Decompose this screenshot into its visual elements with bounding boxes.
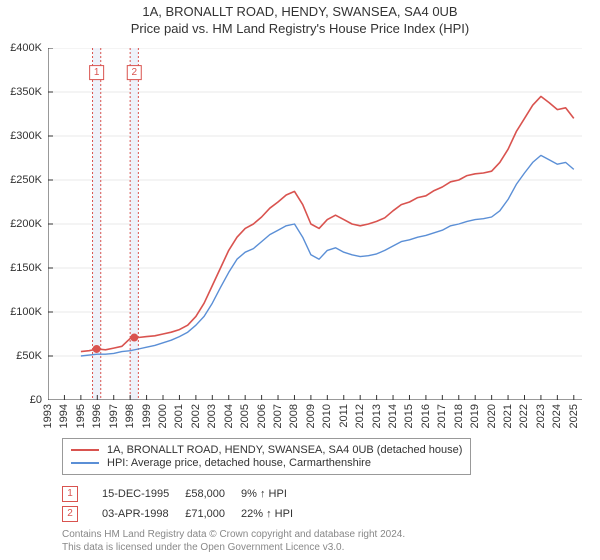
x-tick-label: 2007 [272, 404, 284, 428]
y-tick-label: £400K [10, 42, 42, 54]
y-tick-label: £300K [10, 130, 42, 142]
x-tick-label: 2017 [436, 404, 448, 428]
sale-price: £71,000 [185, 504, 241, 524]
x-tick-label: 2012 [354, 404, 366, 428]
x-tick-label: 2015 [403, 404, 415, 428]
y-tick-label: £200K [10, 218, 42, 230]
legend-swatch [71, 462, 99, 464]
x-tick-label: 2025 [568, 404, 580, 428]
x-tick-label: 2019 [469, 404, 481, 428]
x-tick-label: 1994 [58, 404, 70, 428]
sale-date: 03-APR-1998 [102, 504, 185, 524]
titles: 1A, BRONALLT ROAD, HENDY, SWANSEA, SA4 0… [0, 0, 600, 36]
legend: 1A, BRONALLT ROAD, HENDY, SWANSEA, SA4 0… [62, 438, 471, 475]
svg-text:1: 1 [94, 67, 100, 78]
x-tick-label: 2006 [256, 404, 268, 428]
legend-swatch [71, 449, 99, 451]
x-tick-label: 2010 [321, 404, 333, 428]
table-row: 1 15-DEC-1995£58,0009% ↑ HPI [62, 484, 309, 504]
x-tick-label: 2013 [371, 404, 383, 428]
legend-label: HPI: Average price, detached house, Carm… [107, 457, 371, 469]
x-tick-label: 1998 [124, 404, 136, 428]
x-tick-label: 2008 [288, 404, 300, 428]
y-tick-label: £50K [16, 350, 42, 362]
title-address: 1A, BRONALLT ROAD, HENDY, SWANSEA, SA4 0… [0, 4, 600, 19]
x-tick-label: 2011 [338, 404, 350, 428]
x-tick-label: 2004 [223, 404, 235, 428]
x-tick-label: 2014 [387, 404, 399, 428]
sales-tbody: 1 15-DEC-1995£58,0009% ↑ HPI 2 03-APR-1998£… [62, 484, 309, 524]
y-axis-labels: £0£50K£100K£150K£200K£250K£300K£350K£400… [0, 48, 46, 400]
sale-price: £58,000 [185, 484, 241, 504]
x-tick-label: 2003 [206, 404, 218, 428]
x-tick-label: 2016 [420, 404, 432, 428]
chart-area: 12 [48, 48, 582, 400]
x-tick-label: 2002 [190, 404, 202, 428]
y-tick-label: £100K [10, 306, 42, 318]
chart-svg: 12 [48, 48, 582, 400]
footer-line-1: Contains HM Land Registry data © Crown c… [62, 528, 405, 541]
x-tick-label: 1996 [91, 404, 103, 428]
x-tick-label: 1999 [141, 404, 153, 428]
table-row: 2 03-APR-1998£71,00022% ↑ HPI [62, 504, 309, 524]
y-tick-label: £350K [10, 86, 42, 98]
x-tick-label: 2005 [239, 404, 251, 428]
x-tick-label: 2020 [486, 404, 498, 428]
sale-pct: 22% ↑ HPI [241, 504, 309, 524]
title-subtitle: Price paid vs. HM Land Registry's House … [0, 21, 600, 36]
x-tick-label: 2021 [502, 404, 514, 428]
x-tick-label: 2022 [518, 404, 530, 428]
chart-container: 1A, BRONALLT ROAD, HENDY, SWANSEA, SA4 0… [0, 0, 600, 560]
x-tick-label: 2001 [173, 404, 185, 428]
legend-item: 1A, BRONALLT ROAD, HENDY, SWANSEA, SA4 0… [71, 444, 462, 456]
y-tick-label: £250K [10, 174, 42, 186]
sale-marker-icon: 2 [62, 506, 78, 522]
x-tick-label: 2018 [453, 404, 465, 428]
legend-label: 1A, BRONALLT ROAD, HENDY, SWANSEA, SA4 0… [107, 444, 462, 456]
x-tick-label: 2000 [157, 404, 169, 428]
legend-item: HPI: Average price, detached house, Carm… [71, 457, 462, 469]
x-tick-label: 1993 [42, 404, 54, 428]
x-tick-label: 2023 [535, 404, 547, 428]
sale-date: 15-DEC-1995 [102, 484, 185, 504]
sales-table: 1 15-DEC-1995£58,0009% ↑ HPI 2 03-APR-1998£… [62, 484, 309, 524]
sale-pct: 9% ↑ HPI [241, 484, 309, 504]
x-tick-label: 1995 [75, 404, 87, 428]
x-tick-label: 2024 [551, 404, 563, 428]
footer: Contains HM Land Registry data © Crown c… [62, 528, 405, 554]
x-tick-label: 1997 [108, 404, 120, 428]
y-tick-label: £0 [30, 394, 42, 406]
y-tick-label: £150K [10, 262, 42, 274]
sale-marker-icon: 1 [62, 486, 78, 502]
footer-line-2: This data is licensed under the Open Gov… [62, 541, 405, 554]
x-tick-label: 2009 [305, 404, 317, 428]
svg-text:2: 2 [131, 67, 137, 78]
